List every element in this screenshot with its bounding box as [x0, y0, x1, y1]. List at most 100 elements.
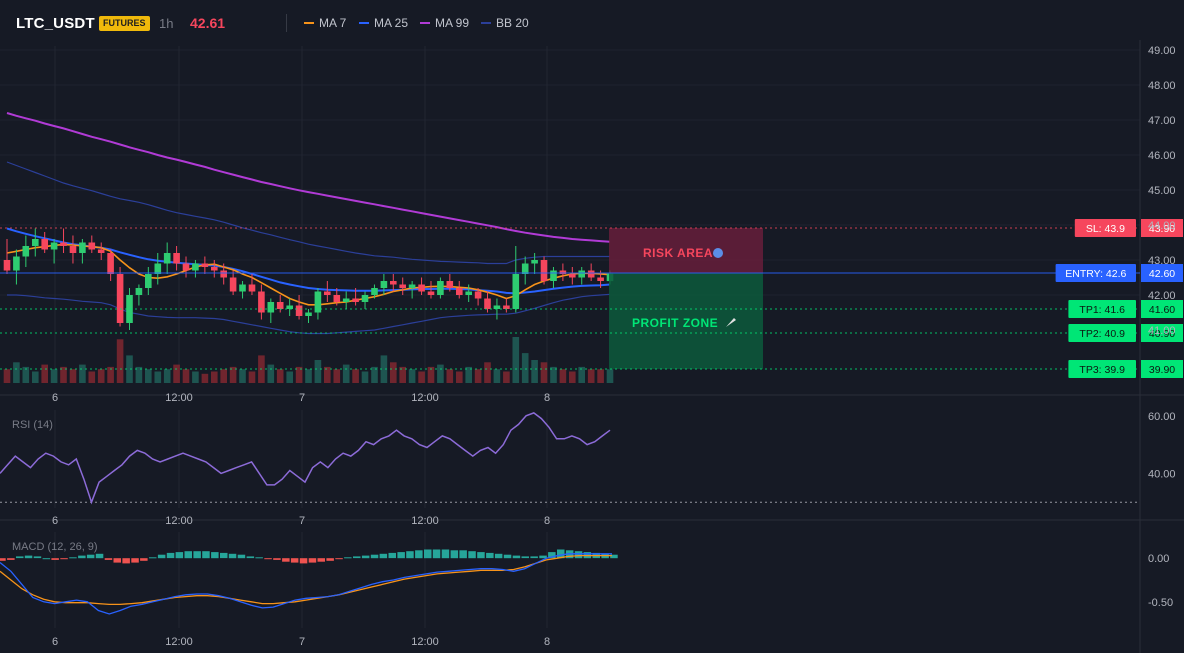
sl-chip-label: SL: 43.9: [1086, 223, 1125, 235]
volume-bar: [399, 366, 406, 383]
macd-histogram-bar: [246, 556, 255, 559]
candle-body: [295, 305, 303, 316]
volume-bar: [154, 371, 162, 383]
candle-body: [69, 246, 77, 253]
time-label: 12:00: [411, 392, 439, 404]
macd-histogram-bar: [273, 558, 281, 560]
volume-bar: [32, 371, 39, 383]
rsi-line: [0, 412, 611, 505]
bb20-swatch-icon: [481, 22, 491, 24]
candle-body: [408, 284, 416, 288]
tp1-price-tag: [1141, 300, 1183, 318]
volume-bar: [456, 371, 463, 383]
macd-histogram-bar: [237, 554, 246, 559]
bb-lower-line: [7, 293, 611, 335]
volume-bar: [371, 366, 378, 383]
candle-body: [540, 260, 548, 281]
tp2-chip: [1068, 324, 1136, 342]
macd-line: [0, 553, 612, 615]
macd-histogram-bar: [441, 549, 450, 559]
macd-histogram-bar: [60, 558, 68, 560]
time-label: 7: [299, 515, 305, 527]
candle-body: [342, 298, 350, 302]
price-tick-label: 42.00: [1148, 290, 1176, 302]
volume-bar: [521, 353, 529, 383]
macd-title: MACD (12, 26, 9): [12, 541, 98, 553]
legend-ma99[interactable]: MA 99: [420, 16, 469, 30]
chart-header: LTC_USDT FUTURES 1h 42.61 MA 7 MA 25 MA …: [0, 0, 1184, 46]
volume-bars: [3, 337, 614, 383]
grid-lines: [0, 40, 1184, 653]
candle-body: [446, 281, 454, 288]
volume-bar: [352, 369, 359, 383]
candle-body: [286, 305, 293, 309]
macd-histogram-bar: [503, 554, 512, 559]
macd-histogram-bar: [255, 557, 263, 559]
candle-body: [578, 270, 585, 278]
macd-histogram-bar: [468, 551, 476, 559]
symbol-name[interactable]: LTC_USDT: [16, 15, 95, 32]
volume-bar: [276, 369, 284, 383]
candle-body: [145, 274, 152, 288]
risk-area-label: RISK AREA: [643, 246, 713, 260]
tp3-price-tag: [1141, 360, 1183, 378]
macd-histogram-bar: [95, 553, 104, 559]
profit-zone: [609, 273, 763, 369]
volume-bar: [540, 362, 548, 383]
volume-bar: [50, 369, 58, 383]
macd-histogram-bar: [122, 558, 130, 564]
time-label: 12:00: [411, 636, 439, 648]
macd-histogram-bar: [477, 552, 485, 559]
candlesticks: [3, 228, 614, 330]
volume-bar: [512, 337, 520, 383]
candle-body: [371, 288, 378, 295]
candle-body: [22, 246, 30, 257]
ma25-swatch-icon: [359, 22, 369, 24]
volume-bar: [182, 369, 190, 383]
macd-histogram-bar: [486, 552, 494, 559]
macd-histogram-bar: [78, 555, 86, 559]
timeframe-label[interactable]: 1h: [159, 16, 174, 31]
legend-ma25[interactable]: MA 25: [359, 16, 408, 30]
candle-body: [173, 253, 180, 264]
volume-bar: [446, 369, 454, 383]
tp1-chip: [1068, 300, 1136, 318]
candle-body: [361, 295, 369, 302]
macd-histogram-bar: [494, 553, 503, 559]
macd-histogram-bar: [432, 549, 441, 559]
legend-bb20[interactable]: BB 20: [481, 16, 529, 30]
price-tick-label: 48.00: [1148, 80, 1176, 92]
macd-histogram-bar: [220, 552, 228, 559]
macd-histogram-bar: [264, 558, 272, 560]
volume-bar: [173, 364, 180, 383]
moving-averages: [6, 112, 611, 306]
macd-histogram-bar: [424, 549, 432, 559]
macd-histogram-bar: [175, 552, 184, 559]
volume-bar: [408, 369, 416, 383]
candle-body: [258, 291, 265, 313]
volume-bar: [550, 366, 557, 383]
volume-bar: [79, 364, 86, 383]
ma25-line: [6, 227, 611, 295]
legend-ma7[interactable]: MA 7: [304, 16, 346, 30]
volume-bar: [163, 369, 171, 383]
volume-bar: [145, 369, 152, 383]
macd-histogram-bar: [353, 556, 361, 559]
macd-histogram-bar: [290, 558, 299, 563]
volume-bar: [587, 369, 595, 383]
candle-body: [248, 284, 256, 292]
macd-histogram-bar: [344, 557, 352, 559]
macd-histogram-bar: [7, 558, 15, 560]
candle-body: [267, 302, 275, 313]
macd-tick-label: 0.00: [1148, 553, 1169, 565]
volume-bar: [418, 371, 425, 383]
volume-bar: [97, 369, 105, 383]
volume-bar: [107, 366, 114, 383]
price-tick-label: 43.00: [1148, 255, 1176, 267]
time-label: 8: [544, 392, 550, 404]
macd-histogram-bar: [24, 555, 33, 559]
macd-histogram-bar: [113, 558, 121, 563]
macd-histogram-bar: [459, 550, 467, 559]
candle-body: [50, 242, 58, 250]
